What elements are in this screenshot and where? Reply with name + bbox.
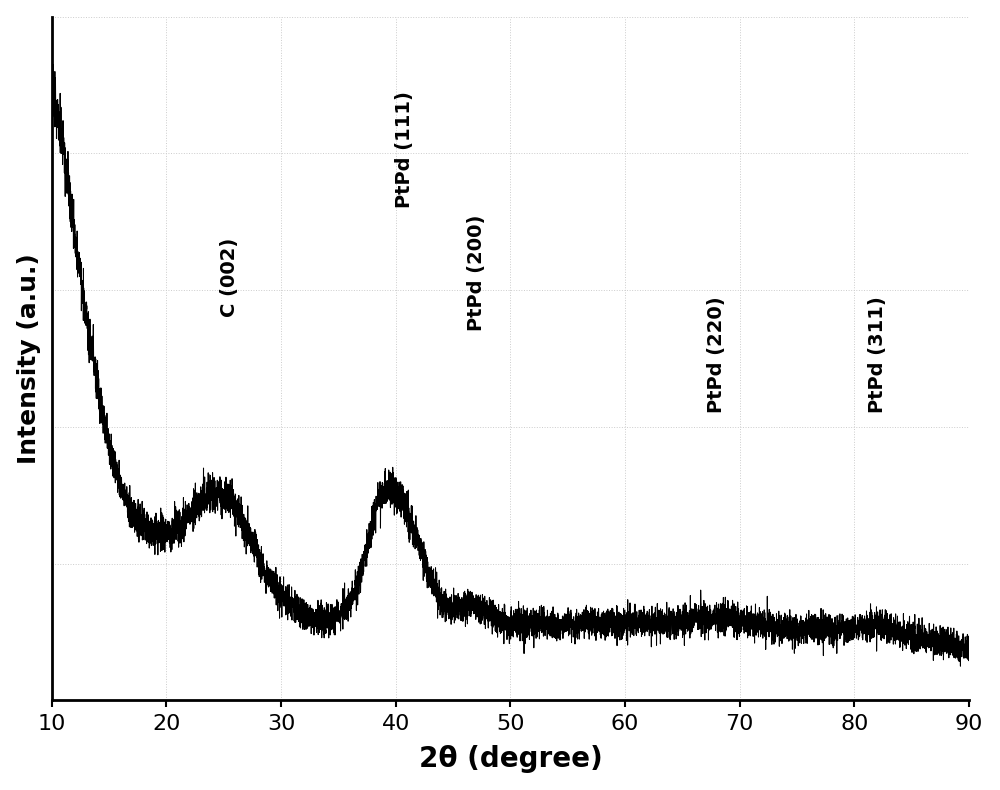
Text: PtPd (200): PtPd (200) — [467, 215, 486, 331]
Text: C (002): C (002) — [220, 239, 239, 318]
Text: PtPd (311): PtPd (311) — [868, 296, 887, 413]
Text: PtPd (220): PtPd (220) — [707, 296, 726, 413]
X-axis label: 2θ (degree): 2θ (degree) — [419, 745, 602, 773]
Text: PtPd (111): PtPd (111) — [395, 91, 414, 208]
Y-axis label: Intensity (a.u.): Intensity (a.u.) — [17, 253, 41, 464]
